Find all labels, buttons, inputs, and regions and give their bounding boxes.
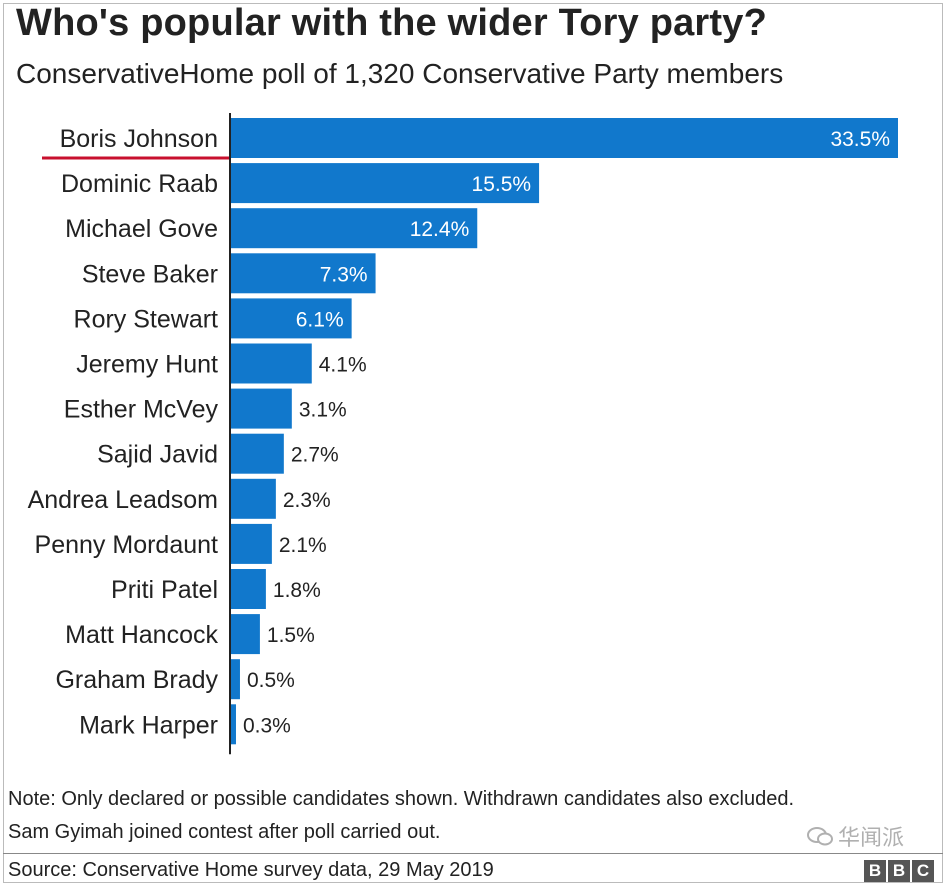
bar-mark-harper [230, 704, 236, 745]
chart-note: Note: Only declared or possible candidat… [8, 788, 794, 810]
bar-boris-johnson [230, 118, 898, 158]
bbc-logo-letter: C [912, 860, 934, 882]
category-label: Esther McVey [64, 396, 219, 424]
category-label: Andrea Leadsom [28, 486, 218, 514]
category-label: Michael Gove [65, 215, 218, 243]
data-label: 0.5% [247, 669, 295, 692]
bar-matt-hancock [230, 614, 260, 655]
data-label: 7.3% [320, 263, 368, 286]
category-label: Jeremy Hunt [76, 351, 218, 379]
bar-rory-stewart [230, 298, 352, 339]
category-label: Priti Patel [111, 576, 218, 604]
category-label: Boris Johnson [60, 125, 218, 153]
watermark-text: 华闻派 [838, 825, 905, 850]
chart-title: Who's popular with the wider Tory party? [16, 2, 768, 44]
bbc-logo-letter: B [864, 860, 886, 882]
data-label: 2.1% [279, 534, 327, 557]
data-label: 3.1% [299, 399, 347, 422]
source-divider [3, 853, 943, 854]
data-label: 2.7% [291, 444, 339, 467]
bar-dominic-raab [230, 163, 540, 204]
chart-note: Sam Gyimah joined contest after poll car… [8, 821, 441, 843]
bar-jeremy-hunt [230, 343, 312, 384]
category-label: Dominic Raab [61, 170, 218, 198]
category-label: Matt Hancock [65, 621, 218, 649]
data-label: 1.5% [267, 624, 315, 647]
category-label: Sajid Javid [97, 441, 218, 469]
chart-frame [3, 3, 943, 883]
bbc-logo-letter: B [888, 860, 910, 882]
watermark: 华闻派 [806, 820, 904, 852]
category-label: Penny Mordaunt [35, 531, 219, 559]
bbc-logo: B B C [864, 860, 934, 882]
category-label: Rory Stewart [74, 305, 219, 333]
bar-graham-brady [230, 659, 240, 700]
bar-esther-mcvey [230, 388, 292, 429]
data-label: 12.4% [410, 218, 470, 241]
data-label: 4.1% [319, 354, 367, 377]
data-label: 1.8% [273, 579, 321, 602]
data-label: 15.5% [472, 173, 532, 196]
bar-andrea-leadsom [230, 478, 276, 519]
wechat-icon [807, 827, 833, 846]
data-label: 2.3% [283, 489, 331, 512]
bar-sajid-javid [230, 433, 284, 474]
category-label: Mark Harper [79, 711, 218, 739]
category-label: Steve Baker [82, 260, 218, 288]
bar-michael-gove [230, 208, 478, 249]
data-label: 0.3% [243, 714, 291, 737]
bar-steve-baker [230, 253, 376, 294]
bar-penny-mordaunt [230, 523, 272, 564]
data-label: 6.1% [296, 308, 344, 331]
category-label: Graham Brady [55, 666, 218, 694]
chart-subtitle: ConservativeHome poll of 1,320 Conservat… [16, 58, 784, 89]
source-text: Source: Conservative Home survey data, 2… [8, 859, 494, 881]
data-label: 33.5% [830, 128, 890, 151]
bar-priti-patel [230, 569, 266, 609]
